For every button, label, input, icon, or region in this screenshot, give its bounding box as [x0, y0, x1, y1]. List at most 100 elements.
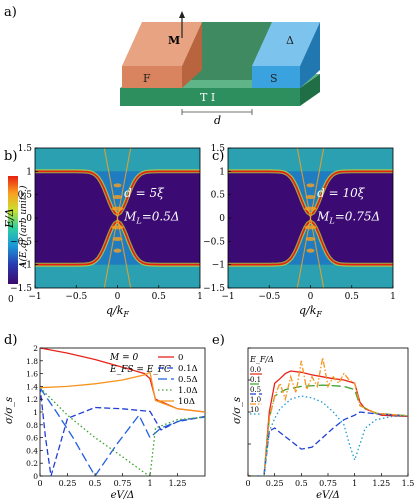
series-line-0.1Δ [40, 386, 205, 476]
subgap-resonance [112, 237, 123, 241]
channel-surface [182, 22, 272, 80]
label-M: M [168, 34, 180, 47]
y-tick-label: 0.5 [18, 191, 33, 201]
panel-label-b: b) [4, 149, 17, 164]
label-ti: T I [200, 91, 215, 104]
super-front-face [252, 66, 300, 88]
y-tick-label: 1.8 [26, 357, 38, 366]
label-delta: Δ [286, 34, 294, 47]
label-S: S [270, 72, 278, 85]
x-tick-label: 1 [352, 479, 357, 488]
y-tick-label: 1 [219, 167, 225, 177]
heatmap-plot-area [228, 148, 393, 288]
series-line-1.0Δ [40, 387, 205, 476]
x-tick-label: −0.5 [65, 292, 87, 302]
ti-front-face [120, 88, 300, 106]
subgap-resonance [111, 206, 124, 211]
subgap-resonance [306, 248, 315, 253]
x-axis-label: eV/Δ [316, 490, 340, 501]
y-tick-label: 2 [33, 344, 38, 353]
x-tick-label: −1 [28, 292, 41, 302]
super-side-face [300, 22, 320, 88]
y-tick-label: −1.5 [10, 284, 32, 294]
y-tick-label: 0.5 [211, 191, 226, 201]
y-tick-label: 1.2 [26, 395, 38, 404]
y-tick-label: 1 [26, 167, 32, 177]
x-tick-label: 0.75 [319, 479, 337, 488]
panel-label-a: a) [4, 5, 17, 20]
y-axis-label: E/Δ [3, 208, 16, 229]
y-tick-label: −1 [19, 261, 32, 271]
heatmap-b: 1.510.50−0.5−1−1.5−1 −0.5 0 0.5 1q/kFE/Δd = … [3, 144, 203, 319]
legend-label-0.1: 0.1 [250, 376, 261, 384]
colorbar [8, 176, 18, 284]
y-tick-label: −1.5 [203, 284, 225, 294]
legend-label-0.0: 0.0 [250, 366, 261, 374]
x-axis-label: eV/Δ [111, 490, 135, 501]
plot-frame [39, 347, 206, 477]
heatmap-c: 1.510.50−0.5−1−1.5−1 −0.5 0 0.5 1q/kFd = 10ξ… [203, 144, 396, 319]
y-axis-label: σ/σ_s [4, 397, 15, 424]
ti-side-face [300, 74, 320, 106]
plot-area [40, 348, 205, 476]
x-tick-label: 1 [390, 292, 396, 302]
series-line-0.5 [248, 411, 408, 476]
plot-frame [247, 347, 409, 477]
y-tick-label: −0.5 [203, 237, 225, 247]
legend-label-0: 0 [178, 353, 183, 363]
annotation-d: d = 10ξ [317, 186, 366, 200]
subgap-resonance [113, 248, 122, 253]
magnetization-arrowhead [179, 11, 185, 18]
x-tick-label: 0 [37, 479, 42, 488]
y-tick-label: 1.5 [18, 144, 33, 154]
ferro-front-face [122, 66, 182, 88]
y-tick-label: 0.8 [26, 421, 38, 430]
y-tick-label: 0.6 [26, 434, 38, 443]
legend-label-0.5: 0.5 [250, 386, 261, 394]
y-tick-label: 0 [26, 214, 32, 224]
subgap-resonance [306, 183, 315, 188]
colorbar-label: A(E,q) (arb units.) [18, 185, 29, 269]
legend-label-0.1Δ: 0.1Δ [178, 364, 198, 374]
x-tick-label: −1 [221, 292, 234, 302]
heatmap-band-upper [35, 148, 200, 172]
heatmap-plot-area [35, 148, 200, 288]
device-schematic: M F S Δ T I d [120, 11, 320, 127]
heatmap-band-lower [228, 264, 393, 288]
x-tick-label: 0.25 [59, 479, 77, 488]
x-tick-label: 0.5 [295, 479, 308, 488]
annotation-d: d = 5ξ [124, 186, 165, 200]
legend-label-1.0: 1.0 [250, 396, 261, 404]
subgap-resonance [304, 225, 317, 230]
x-tick-label: 0.5 [345, 292, 360, 302]
x-tick-label: 0.5 [152, 292, 167, 302]
subgap-resonance [304, 206, 317, 211]
y-tick-label: 0.2 [26, 459, 38, 468]
x-tick-label: 1 [197, 292, 203, 302]
band-edge [228, 170, 393, 216]
plot-area [248, 357, 408, 476]
x-tick-label: 0 [308, 292, 314, 302]
legend-label-1.0Δ: 1.0Δ [178, 386, 198, 396]
x-tick-label: −0.5 [258, 292, 280, 302]
subgap-resonance [305, 237, 316, 241]
y-tick-label: 1.4 [26, 382, 38, 391]
x-tick-label: 0.25 [266, 479, 284, 488]
super-top-face [252, 22, 320, 66]
colorbar-min-label: 0 [8, 295, 14, 305]
chart-header-line1: M = 0 [109, 353, 138, 363]
legend-title: E_F/Δ [249, 355, 274, 364]
line-chart-d: 0 0.25 0.5 0.75 1 1.25 0 0.2 0.4 0.6 0.8 1 1.2 1.4 1.6… [4, 344, 206, 501]
series-line-0.5Δ [40, 387, 205, 476]
x-tick-label: 1.5 [402, 479, 415, 488]
y-tick-label: −1 [212, 261, 225, 271]
dirac-cone-line [296, 148, 325, 288]
heatmap-band-lower [35, 264, 200, 288]
annotation-M: ML=0.75Δ [316, 209, 380, 225]
y-tick-label: 1.5 [211, 144, 226, 154]
y-axis-label: σ/σ_s [232, 397, 243, 424]
series-line-10 [248, 395, 408, 476]
legend-label-10: 10 [250, 406, 259, 414]
x-tick-label: 0.75 [114, 479, 132, 488]
line-chart-e: 0 0.25 0.5 0.75 1 1.25 1.5 eV/Δ σ/σ_s E_F/Δ 0.0 0.1… [232, 347, 415, 501]
